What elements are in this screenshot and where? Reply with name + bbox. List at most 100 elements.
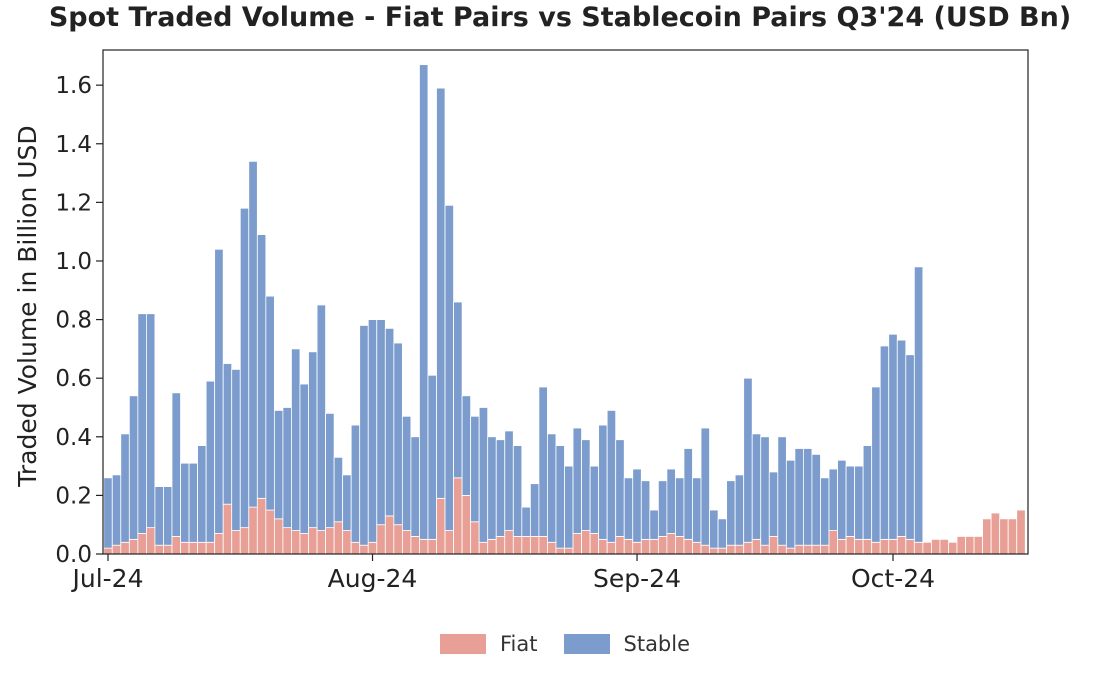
bar-fiat: [640, 538, 651, 555]
bar-stable: [845, 465, 856, 537]
bar-stable: [657, 480, 668, 537]
bar-stable: [905, 354, 915, 540]
bar-fiat: [427, 538, 437, 555]
bar-fiat: [948, 541, 958, 555]
bar-fiat: [555, 547, 565, 555]
bar-stable: [606, 410, 617, 543]
bar-stable: [163, 486, 173, 546]
y-tick-label: 1.0: [55, 249, 92, 275]
bar-stable: [589, 465, 600, 534]
bar-fiat: [666, 533, 676, 555]
bar-fiat: [504, 530, 514, 555]
bar-fiat: [291, 530, 301, 555]
bar-fiat: [521, 536, 531, 555]
bar-stable: [359, 325, 369, 546]
bar-stable: [333, 456, 344, 523]
bar-stable: [291, 348, 301, 531]
bar-fiat: [982, 518, 992, 555]
bar-fiat: [820, 544, 830, 555]
bar-stable: [231, 368, 241, 531]
y-tick-label: 0.4: [55, 425, 92, 451]
bar-stable: [444, 204, 454, 531]
bar-stable: [820, 477, 830, 546]
legend-label-fiat: Fiat: [500, 632, 538, 656]
bar-stable: [632, 468, 642, 543]
legend-item-fiat: Fiat: [440, 632, 538, 656]
bar-fiat: [751, 538, 762, 555]
bar-stable: [692, 477, 702, 543]
bar-stable: [214, 248, 224, 534]
bar-stable: [666, 468, 676, 534]
bar-stable: [325, 412, 335, 529]
bar-fiat: [760, 544, 770, 555]
y-tick-label: 1.6: [55, 73, 92, 99]
bar-fiat: [342, 530, 352, 555]
bar-fiat: [495, 536, 506, 555]
bar-fiat: [777, 544, 787, 555]
bar-stable: [495, 439, 506, 537]
bar-fiat: [393, 524, 403, 555]
bar-fiat: [120, 541, 130, 555]
bar-stable: [222, 363, 233, 505]
bar-fiat: [145, 527, 156, 555]
bar-stable: [529, 483, 540, 537]
bar-stable: [248, 160, 258, 508]
bar-stable: [700, 427, 710, 546]
bar-stable: [615, 439, 625, 537]
bar-stable: [683, 448, 693, 540]
bar-stable: [896, 339, 907, 537]
bar-stable: [726, 480, 736, 546]
bar-stable: [461, 395, 472, 496]
bar-stable: [751, 433, 762, 540]
bar-fiat: [239, 527, 250, 555]
bar-fiat: [222, 503, 233, 555]
bar-fiat: [768, 536, 779, 555]
bar-fiat: [999, 518, 1009, 555]
bar-fiat: [359, 544, 369, 555]
bar-stable: [316, 304, 326, 531]
bar-fiat: [350, 541, 361, 555]
bar-stable: [743, 377, 753, 543]
bar-fiat: [811, 544, 821, 555]
bar-fiat: [854, 538, 864, 555]
bar-stable: [470, 415, 480, 523]
bar-stable: [384, 327, 395, 517]
bar-stable: [794, 448, 804, 546]
bar-fiat: [248, 506, 258, 555]
bar-stable: [180, 462, 190, 543]
bar-stable: [734, 474, 745, 546]
bar-fiat: [273, 518, 284, 555]
bar-fiat: [333, 521, 344, 555]
bar-fiat: [675, 536, 685, 555]
bar-fiat: [538, 536, 548, 555]
bar-fiat: [163, 544, 173, 555]
bar-fiat: [512, 536, 523, 555]
bar-stable: [675, 477, 685, 537]
bar-stable: [879, 345, 890, 540]
bar-fiat: [154, 544, 164, 555]
bar-stable: [111, 474, 122, 546]
bar-fiat: [401, 530, 412, 555]
bar-fiat: [1007, 518, 1018, 555]
bar-fiat: [615, 536, 625, 555]
bar-stable: [640, 480, 651, 540]
bar-fiat: [180, 541, 190, 555]
bar-fiat: [171, 536, 181, 555]
bar-fiat: [734, 544, 745, 555]
bar-stable: [572, 427, 582, 534]
bar-fiat: [256, 497, 267, 555]
bar-stable: [777, 436, 787, 546]
bar-fiat: [632, 541, 642, 555]
bar-stable: [803, 448, 813, 546]
bar-fiat: [692, 541, 702, 555]
bar-fiat: [299, 533, 309, 555]
bar-stable: [103, 477, 113, 549]
bar-stable: [197, 445, 207, 543]
bar-stable: [393, 342, 403, 526]
bar-fiat: [657, 536, 668, 555]
bar-fiat: [487, 538, 497, 555]
bar-fiat: [598, 538, 608, 555]
bar-fiat: [547, 541, 557, 555]
bar-fiat: [837, 538, 847, 555]
